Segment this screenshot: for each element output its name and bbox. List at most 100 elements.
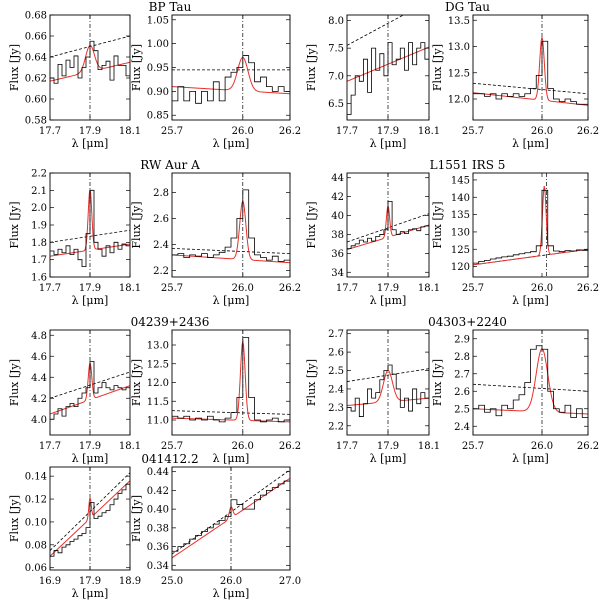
chart-dg-tau-title: DG Tau — [445, 0, 490, 14]
chart-l1551-irs-5-right-xtick-label: 26.2 — [577, 283, 599, 294]
chart-bp-tau-left-ytick-label: 0.68 — [25, 11, 47, 22]
chart-041412-2-left-xtick-label: 17.9 — [79, 576, 101, 587]
chart-04239-2436-left-ytick-label: 4.4 — [31, 373, 47, 384]
chart-l1551-irs-5-left-plot-area — [347, 173, 429, 277]
chart-bp-tau-title: BP Tau — [149, 0, 192, 14]
chart-04239-2436-right-panel: 11.0 11.5 12.0 12.5 13.0 25.7 26.0 26.2 λ [μm] Fl… — [130, 329, 301, 465]
chart-rw-aur-a-title: RW Aur A — [140, 158, 200, 172]
chart-04239-2436-right-ylabel: Flux [Jy] — [130, 359, 143, 406]
chart-04239-2436-left-xtick-label: 17.7 — [39, 441, 61, 452]
chart-dg-tau-left-panel: 6.5 7.0 7.5 8.0 17.7 17.9 18.1 λ [μm] Flux [Jy] — [305, 14, 440, 150]
chart-bp-tau-left-xlabel: λ [μm] — [72, 137, 109, 150]
chart-bp-tau-left-plot-area — [50, 15, 130, 120]
chart-04303-2240-right-panel: 2.4 2.5 2.6 2.7 2.8 2.9 25.7 26.0 26.2 λ [μm] Flux… — [431, 329, 599, 465]
chart-bp-tau-left-panel: 0.58 0.60 0.62 0.64 0.66 0.68 17.7 17.9 18.1 λ [μ… — [8, 11, 141, 151]
chart-rw-aur-a-right-ytick-label: 2.4 — [153, 240, 169, 251]
chart-04303-2240-right-model-curve — [473, 348, 588, 415]
chart-041412-2-right-ytick-label: 0.40 — [147, 505, 169, 516]
chart-04239-2436-left-panel: 4.0 4.2 4.4 4.6 4.8 17.7 17.9 18.1 λ [μm] Flux [J… — [8, 329, 141, 465]
chart-04303-2240-right-ytick-label: 2.6 — [454, 387, 470, 398]
chart-bp-tau-left-data-spectrum — [50, 40, 130, 84]
chart-04239-2436-right-plot-area — [172, 330, 290, 435]
chart-04303-2240-left-xtick-label: 17.9 — [377, 441, 399, 452]
chart-dg-tau-left-plot-area — [347, 15, 429, 120]
chart-04303-2240-right-ytick-label: 2.5 — [454, 404, 470, 415]
chart-dg-tau-left-xtick-label: 18.1 — [418, 126, 440, 137]
chart-04303-2240-right-xlabel: λ [μm] — [512, 452, 549, 465]
chart-dg-tau-right-xtick-label: 26.2 — [577, 126, 599, 137]
chart-rw-aur-a-left-ytick-label: 1.6 — [31, 273, 47, 284]
chart-dg-tau-left-ytick-label: 8.0 — [328, 16, 344, 27]
chart-bp-tau-right-xtick-label: 26.2 — [279, 126, 301, 137]
chart-l1551-irs-5-right-xtick-label: 25.7 — [462, 283, 484, 294]
chart-041412-2-left-xtick-label: 16.9 — [39, 576, 61, 587]
chart-041412-2-left-panel: 0.06 0.08 0.10 0.12 0.14 16.9 17.9 18.9 λ [μm] Fl… — [8, 466, 141, 600]
chart-04239-2436-left-ytick-label: 4.6 — [31, 352, 47, 363]
chart-rw-aur-a-left-plot-area — [50, 173, 130, 277]
chart-04239-2436-right-ytick-label: 11.5 — [147, 397, 169, 408]
chart-rw-aur-a-left-xlabel: λ [μm] — [72, 294, 109, 307]
chart-rw-aur-a-right-continuum-line — [172, 248, 290, 254]
chart-l1551-irs-5-right-ytick-label: 130 — [451, 227, 470, 238]
chart-rw-aur-a-right-xtick-label: 25.7 — [161, 283, 183, 294]
chart-04303-2240-right-axes-frame — [472, 329, 589, 436]
chart-04303-2240-left-ytick-label: 2.6 — [328, 348, 344, 359]
chart-rw-aur-a-left-xtick-label: 17.7 — [39, 283, 61, 294]
chart-l1551-irs-5-left-data-spectrum — [347, 200, 429, 250]
chart-041412-2-right-ytick-label: 0.38 — [147, 523, 169, 534]
chart-bp-tau-right-xtick-label: 26.0 — [232, 126, 254, 137]
chart-rw-aur-a-left-xtick-label: 17.9 — [79, 283, 101, 294]
chart-041412-2-right-xtick-label: 27.0 — [279, 576, 301, 587]
chart-dg-tau-left-xtick-label: 17.7 — [336, 126, 358, 137]
chart-04303-2240-right-xtick-label: 26.2 — [577, 441, 599, 452]
chart-04239-2436-left-ytick-label: 4.2 — [31, 394, 47, 405]
chart-l1551-irs-5-right-ytick-label: 140 — [451, 193, 470, 204]
chart-l1551-irs-5-right-plot-area — [473, 173, 588, 277]
chart-04239-2436-right-xtick-label: 26.0 — [232, 441, 254, 452]
chart-bp-tau-left-ytick-label: 0.62 — [25, 74, 47, 85]
chart-rw-aur-a-left-ytick-label: 1.7 — [31, 255, 47, 266]
chart-041412-2-left-xtick-label: 18.9 — [119, 576, 141, 587]
chart-041412-2-left-data-spectrum — [50, 483, 130, 557]
chart-l1551-irs-5-right-ytick-label: 135 — [451, 210, 470, 221]
chart-04303-2240-left-panel: 2.2 2.3 2.4 2.5 2.6 2.7 17.7 17.9 18.1 λ [μm] Flux… — [305, 329, 440, 465]
chart-bp-tau-right-model-curve — [172, 56, 290, 95]
chart-bp-tau-left-ytick-label: 0.66 — [25, 32, 47, 43]
chart-04303-2240-right-ytick-label: 2.9 — [454, 334, 470, 345]
chart-l1551-irs-5-left-ytick-label: 42 — [331, 192, 344, 203]
chart-rw-aur-a-right-model-curve — [172, 199, 290, 264]
chart-041412-2-left-xlabel: λ [μm] — [72, 587, 109, 600]
chart-04303-2240-right-ytick-label: 2.8 — [454, 352, 470, 363]
chart-04303-2240-left-xlabel: λ [μm] — [370, 452, 407, 465]
chart-dg-tau-right-ytick-label: 13.0 — [448, 42, 470, 53]
chart-04239-2436-right-xtick-label: 26.2 — [279, 441, 301, 452]
chart-04303-2240-left-ytick-label: 2.7 — [328, 329, 344, 340]
chart-l1551-irs-5-left-ytick-label: 40 — [331, 211, 344, 222]
chart-041412-2-left-ylabel: Flux [Jy] — [8, 495, 21, 542]
chart-04303-2240-left-data-spectrum — [347, 364, 429, 417]
chart-041412-2-right-ytick-label: 0.34 — [147, 561, 169, 572]
chart-l1551-irs-5-left-ytick-label: 34 — [331, 268, 344, 279]
chart-041412-2-right-xtick-label: 25.0 — [161, 576, 183, 587]
chart-04303-2240-right-ylabel: Flux [Jy] — [431, 359, 444, 406]
chart-bp-tau-left-ytick-label: 0.58 — [25, 116, 47, 127]
chart-04239-2436-left-xtick-label: 17.9 — [79, 441, 101, 452]
chart-dg-tau-right-ylabel: Flux [Jy] — [431, 44, 444, 91]
chart-bp-tau-left-xtick-label: 17.7 — [39, 126, 61, 137]
chart-04303-2240-right-continuum-line — [473, 383, 588, 392]
chart-bp-tau-right-ytick-label: 0.90 — [147, 87, 169, 98]
chart-04239-2436-right-ytick-label: 13.0 — [147, 341, 169, 352]
chart-041412-2-title: 041412.2 — [141, 452, 198, 466]
chart-rw-aur-a-right-ytick-label: 2.8 — [153, 188, 169, 199]
chart-04239-2436-left-xlabel: λ [μm] — [72, 452, 109, 465]
chart-04303-2240-right-data-spectrum — [473, 345, 588, 418]
chart-rw-aur-a-left-xtick-label: 18.1 — [119, 283, 141, 294]
chart-04303-2240-left-plot-area — [347, 330, 429, 435]
chart-bp-tau-right-ytick-label: 0.95 — [147, 63, 169, 74]
chart-041412-2-right-ytick-label: 0.36 — [147, 542, 169, 553]
chart-bp-tau-right-ytick-label: 1.00 — [147, 39, 169, 50]
chart-bp-tau-left-xtick-label: 18.1 — [119, 126, 141, 137]
chart-041412-2-right-panel: 0.34 0.36 0.38 0.40 0.42 0.44 25.0 26.0 27.0 λ [μ… — [130, 466, 301, 600]
chart-041412-2-right-xtick-label: 26.0 — [220, 576, 242, 587]
